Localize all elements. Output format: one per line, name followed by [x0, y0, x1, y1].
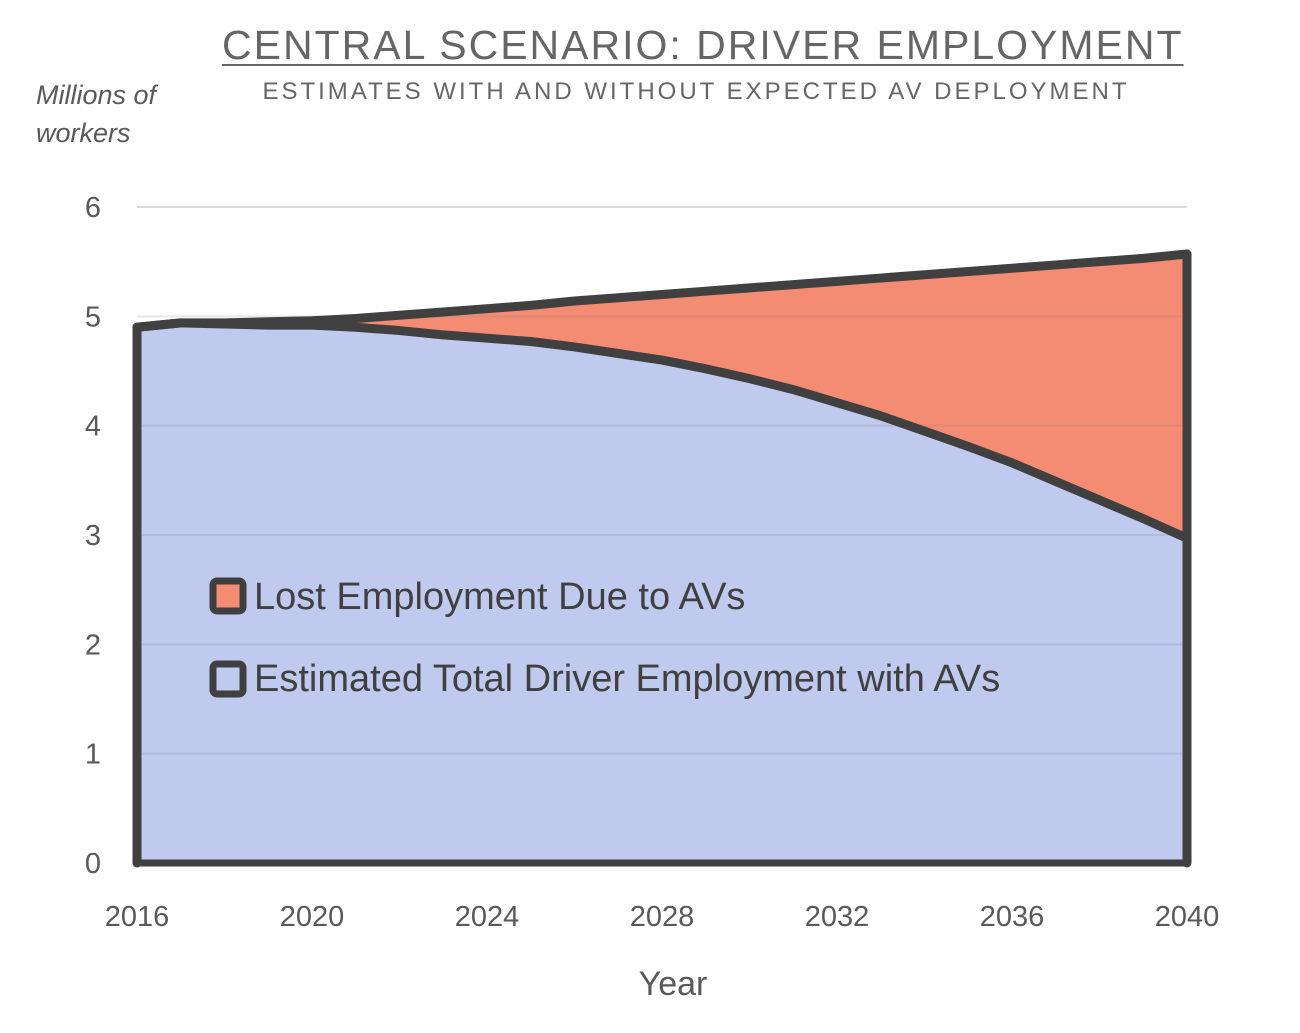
plot-areas [137, 254, 1187, 864]
x-tick-label: 2020 [280, 901, 345, 933]
legend-label-lost-employment: Lost Employment Due to AVs [254, 576, 745, 618]
legend-item-lost-employment: Lost Employment Due to AVs [209, 576, 745, 618]
y-axis-ticks: 0 1 2 3 4 5 6 [85, 192, 101, 880]
y-tick-label: 2 [85, 629, 101, 661]
x-tick-label: 2016 [105, 901, 170, 933]
y-tick-label: 0 [85, 848, 101, 880]
x-tick-label: 2024 [455, 901, 520, 933]
legend-item-total-with-avs: Estimated Total Driver Employment with A… [209, 658, 1000, 700]
x-tick-label: 2040 [1155, 901, 1220, 933]
y-tick-label: 6 [85, 192, 101, 224]
area-total-with-avs [137, 322, 1187, 864]
x-tick-label: 2036 [980, 901, 1045, 933]
gridlines [137, 206, 1187, 755]
x-tick-label: 2028 [630, 901, 695, 933]
x-axis-ticks: 2016 2020 2024 2028 2032 2036 2040 [105, 901, 1220, 933]
plot-lines [132, 249, 1192, 868]
line-total-without-avs [132, 249, 1192, 332]
y-tick-label: 5 [85, 301, 101, 333]
legend-swatch-lost-employment [209, 577, 247, 615]
y-tick-label: 4 [85, 411, 101, 443]
chart-subtitle: ESTIMATES WITH AND WITHOUT EXPECTED AV D… [262, 78, 1130, 105]
y-axis-label: Millions of workers [36, 80, 157, 148]
legend: Lost Employment Due to AVs Estimated Tot… [209, 576, 1000, 700]
y-tick-label: 3 [85, 520, 101, 552]
chart-title: CENTRAL SCENARIO: DRIVER EMPLOYMENT [222, 22, 1184, 68]
y-tick-label: 1 [85, 739, 101, 771]
legend-swatch-total-with-avs [209, 660, 247, 698]
x-tick-label: 2032 [805, 901, 870, 933]
x-axis-title: Year [639, 965, 708, 1003]
area-lost-employment [137, 254, 1187, 539]
legend-label-total-with-avs: Estimated Total Driver Employment with A… [254, 658, 1000, 700]
